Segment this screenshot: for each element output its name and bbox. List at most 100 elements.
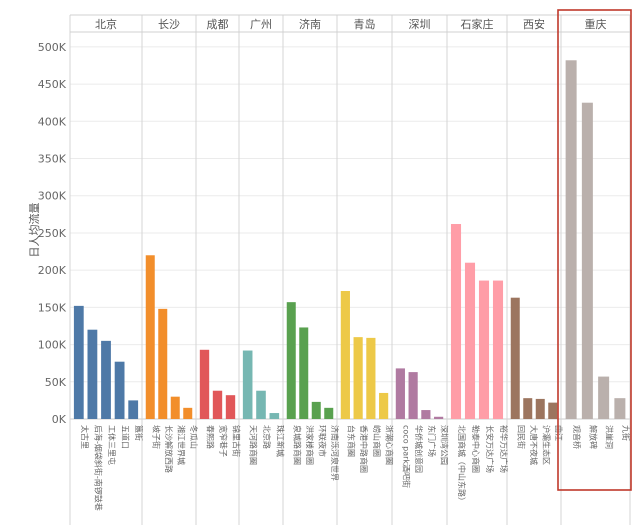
x-tick-label: 深圳湾公园 [440, 425, 450, 465]
city-header-8: 西安 [523, 17, 545, 31]
x-tick-label: 北京路 [262, 425, 272, 449]
bar-济南-3 [324, 407, 334, 419]
bar-青岛-3 [379, 392, 389, 419]
city-header-1: 长沙 [158, 18, 180, 31]
x-tick-label: 济南泺河泉世界 [330, 425, 340, 481]
bar-深圳-3 [434, 416, 444, 419]
bar-石家庄-0 [450, 224, 462, 419]
bar-济南-0 [286, 302, 296, 419]
bar-成都-0 [199, 349, 210, 419]
bar-济南-2 [311, 401, 321, 419]
x-tick-label: 东门广场 [427, 425, 437, 457]
x-tick-label: 环联夜市 [317, 425, 327, 457]
y-tick-label: 100K [38, 339, 67, 352]
x-tick-label: coco park酒吧街 [401, 425, 411, 488]
y-tick-label: 500K [38, 41, 67, 54]
city-header-3: 广州 [250, 18, 272, 31]
bar-长沙-1 [158, 308, 168, 419]
y-tick-label: 150K [38, 301, 67, 314]
x-tick-label: 观音桥 [572, 425, 582, 449]
bar-广州-0 [242, 350, 253, 419]
bar-重庆-0 [565, 60, 577, 420]
y-tick-label: 200K [38, 264, 67, 277]
bar-成都-2 [225, 395, 236, 419]
x-tick-label: 春熙路 [206, 425, 216, 449]
x-tick-label: 太古里 [80, 425, 90, 449]
y-tick-label: 250K [38, 227, 67, 240]
bar-石家庄-1 [464, 262, 476, 419]
city-header-4: 济南 [299, 17, 321, 31]
highlight-box [557, 9, 632, 491]
bar-广州-2 [269, 413, 280, 419]
bar-青岛-2 [366, 337, 376, 419]
bar-北京-2 [101, 340, 111, 419]
x-tick-label: 长沙解放西路 [164, 425, 174, 473]
bar-长沙-3 [183, 407, 193, 419]
bar-深圳-0 [395, 368, 405, 419]
y-tick-label: 400K [38, 115, 67, 128]
bar-重庆-3 [614, 398, 626, 419]
x-tick-label: 坡子街 [151, 425, 161, 449]
x-tick-label: 崂山商圈 [372, 425, 382, 457]
bar-北京-4 [128, 400, 139, 419]
x-tick-label: 五道口 [121, 425, 131, 449]
x-tick-label: 后海-烟袋斜街-南锣鼓巷 [93, 425, 103, 511]
x-tick-label: 天河路商圈 [249, 425, 259, 465]
x-tick-label: 冬瓜山 [189, 425, 199, 449]
city-header-7: 石家庄 [461, 17, 494, 31]
x-tick-label: 珠江新城 [275, 425, 285, 457]
bar-layer [73, 60, 626, 420]
y-tick-label: 0K [52, 413, 67, 426]
x-tick-label: 工体三里屯 [107, 425, 117, 465]
x-tick-label: 宽窄巷子 [219, 425, 229, 457]
x-tick-label: 大唐不夜城 [529, 425, 539, 465]
x-tick-label: 簋街 [134, 425, 144, 441]
bar-西安-3 [548, 402, 558, 419]
x-tick-label: 解放碑 [588, 425, 598, 449]
x-tick-label: 锦里古街 [232, 425, 242, 457]
x-tick-label: 洪崖洞 [605, 425, 615, 449]
city-header-0: 北京 [95, 17, 117, 31]
x-tick-label: 华侨城创意园 [414, 425, 424, 473]
city-header-5: 青岛 [354, 17, 376, 31]
x-tick-label: 沪灞生态区 [541, 425, 551, 465]
bar-石家庄-3 [492, 280, 504, 419]
bar-长沙-2 [170, 396, 180, 419]
bar-北京-3 [114, 361, 125, 419]
y-tick-label: 50K [45, 376, 67, 389]
x-tick-label: 九街 [621, 425, 631, 441]
bar-西安-2 [535, 398, 545, 419]
bar-西安-1 [523, 398, 533, 419]
bar-青岛-0 [340, 290, 350, 419]
x-tick-label: 浙潮心商圈 [385, 425, 395, 465]
x-tick-label: 裕华万达广场 [499, 425, 509, 473]
bar-北京-1 [87, 329, 98, 419]
city-header-row: 北京 长沙 成都 广州 济南 青岛 深圳 石家庄 西安 重庆 [70, 14, 630, 33]
y-axis: 0K 50K 100K 150K 200K 250K 300K 350K 400K 450K 500… [38, 41, 67, 426]
bar-北京-0 [73, 305, 84, 419]
y-axis-title: 日人均流量 [27, 203, 41, 258]
y-tick-label: 450K [38, 78, 67, 91]
city-header-9: 重庆 [585, 17, 607, 31]
y-tick-label: 350K [38, 153, 67, 166]
bar-重庆-1 [581, 102, 593, 420]
x-tick-label: 洪家楼商圈 [305, 425, 315, 465]
x-tick-label: 台东商圈 [346, 425, 356, 457]
x-tick-label: 长安万达广场 [485, 425, 495, 473]
bar-青岛-1 [353, 337, 363, 419]
bar-成都-1 [212, 390, 223, 419]
bar-广州-1 [256, 390, 266, 419]
bar-济南-1 [299, 327, 309, 419]
x-tick-label: 勒泰中心商圈 [471, 425, 481, 473]
y-tick-label: 300K [38, 190, 67, 203]
x-tick-label: 回民街 [516, 425, 526, 449]
bar-深圳-2 [421, 410, 431, 419]
city-header-6: 深圳 [409, 18, 431, 31]
x-tick-label: 湘江世界城 [176, 425, 186, 465]
x-axis-labels: 太古里 后海-烟袋斜街-南锣鼓巷 工体三里屯 五道口 簋街 坡子街 长沙解放西路 湘江世界城冬… [80, 425, 631, 511]
x-tick-label: 北国商城（中山东路） [457, 425, 467, 505]
bar-石家庄-2 [478, 280, 490, 419]
bar-长沙-0 [145, 255, 155, 419]
x-tick-label: 泉城路商圈 [292, 425, 302, 465]
